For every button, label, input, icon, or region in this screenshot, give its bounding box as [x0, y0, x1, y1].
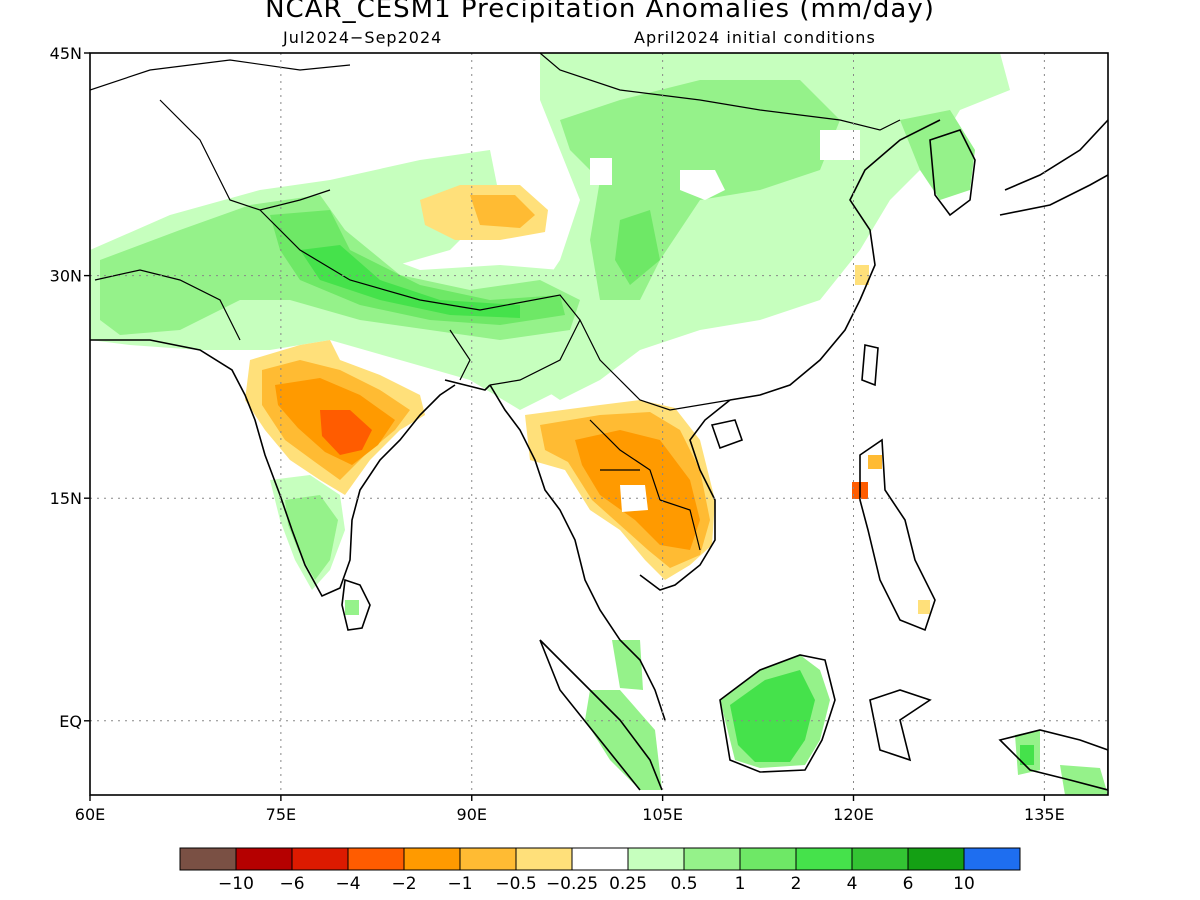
colorbar-swatch — [515, 847, 573, 871]
lat-tick-label: 45N — [50, 44, 82, 63]
colorbar-swatch — [627, 847, 685, 871]
colorbar-label: 6 — [903, 874, 914, 894]
colorbar-label: −0.5 — [495, 874, 536, 894]
lat-tick-label: EQ — [59, 712, 82, 731]
japan — [999, 119, 1108, 216]
anomaly-region — [470, 195, 535, 228]
india-coastline — [90, 339, 456, 598]
anomaly-region — [585, 690, 662, 790]
colorbar-swatch — [459, 847, 517, 871]
anomaly-region — [1020, 745, 1034, 765]
colorbar-label: 2 — [791, 874, 802, 894]
lat-tick-label: 30N — [50, 267, 82, 286]
sumatra — [539, 639, 663, 791]
korea — [929, 129, 976, 217]
colorbar-swatch — [291, 847, 349, 871]
anomaly-region — [300, 245, 520, 318]
colorbar-label: 4 — [847, 874, 858, 894]
colorbar-swatch — [907, 847, 965, 871]
lon-tick-label: 60E — [75, 805, 105, 824]
colorbar-swatch — [739, 847, 797, 871]
anomaly-region — [285, 495, 338, 580]
colorbar-label: 1 — [735, 874, 746, 894]
anomaly-region — [310, 150, 500, 270]
colorbar-label: 0.25 — [609, 874, 647, 894]
lon-tick-label: 120E — [833, 805, 874, 824]
anomaly-shading — [90, 53, 1108, 795]
indochina-coastline — [489, 384, 666, 721]
colorbar-label: −2 — [391, 874, 416, 894]
anomaly-region — [900, 110, 975, 200]
lon-tick-label: 135E — [1024, 805, 1065, 824]
colorbar-label: −0.25 — [546, 874, 598, 894]
country-borders — [90, 53, 901, 551]
colorbar-swatch — [403, 847, 461, 871]
lon-tick-label: 90E — [457, 805, 487, 824]
colorbar-swatch — [963, 847, 1021, 871]
anomaly-region — [730, 670, 815, 762]
initial-conditions-subtitle: April2024 initial conditions — [634, 28, 876, 47]
vietnam-coastline — [639, 399, 731, 591]
philippines — [859, 438, 936, 632]
hainan — [710, 419, 744, 450]
bay-of-bengal-delta — [444, 379, 491, 391]
anomaly-region — [615, 210, 660, 285]
borneo — [719, 654, 836, 773]
colorbar: −10 −6 −4 −2 −1 −0.5 −0.25 0.25 0.5 1 2 4 6 10 — [179, 847, 1021, 894]
lat-tick-label: 15N — [50, 489, 82, 508]
anomaly-region — [345, 600, 359, 615]
colorbar-label: 0.5 — [670, 874, 697, 894]
latitude-ticks: 45N 30N 15N EQ — [50, 44, 90, 731]
forecast-period-subtitle: Jul2024−Sep2024 — [283, 28, 443, 47]
colorbar-swatch — [235, 847, 293, 871]
china-coastline — [729, 119, 941, 401]
anomaly-region — [855, 265, 869, 285]
sri-lanka — [341, 578, 371, 631]
anomaly-region — [320, 410, 372, 455]
colorbar-swatch — [683, 847, 741, 871]
colorbar-label: −6 — [279, 874, 304, 894]
plot-frame — [89, 52, 1109, 796]
colorbar-swatch — [795, 847, 853, 871]
colorbar-swatch — [571, 847, 629, 871]
colorbar-swatch — [179, 847, 237, 871]
anomaly-region — [868, 455, 882, 469]
colorbar-label: −4 — [335, 874, 360, 894]
chart-title: NCAR_CESM1 Precipitation Anomalies (mm/d… — [265, 0, 935, 24]
longitude-ticks: 60E 75E 90E 105E 120E 135E — [75, 795, 1065, 824]
lon-tick-label: 75E — [266, 805, 296, 824]
coastlines — [90, 53, 1108, 791]
colorbar-label: −1 — [447, 874, 472, 894]
lon-tick-label: 105E — [642, 805, 683, 824]
new-guinea — [998, 729, 1108, 791]
anomaly-region — [612, 640, 643, 690]
colorbar-swatch — [347, 847, 405, 871]
anomaly-region — [270, 210, 565, 325]
colorbar-label: 10 — [953, 874, 975, 894]
sulawesi — [869, 689, 932, 762]
taiwan — [861, 344, 879, 387]
anomaly-region — [918, 600, 930, 614]
colorbar-swatch — [851, 847, 909, 871]
gridlines — [90, 53, 1108, 795]
colorbar-label: −10 — [218, 874, 254, 894]
